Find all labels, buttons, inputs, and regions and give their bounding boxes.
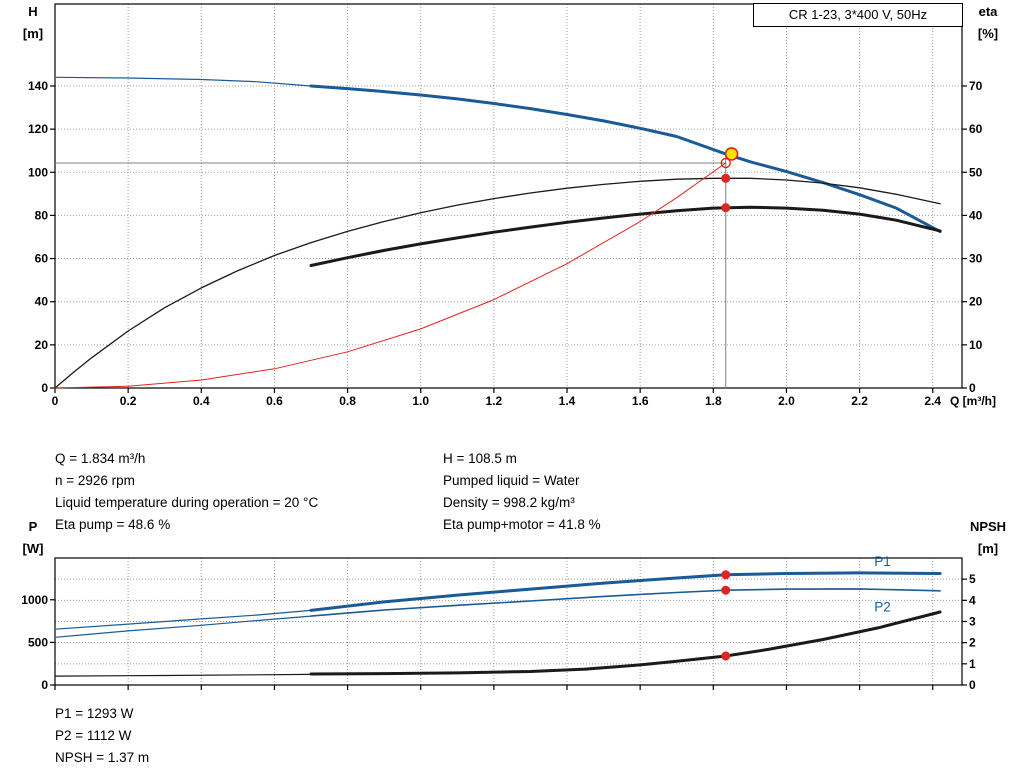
- axis-text: eta: [979, 4, 999, 19]
- axis-text: 60: [35, 252, 49, 266]
- axis-text: NPSH: [970, 519, 1006, 534]
- p2-curve: [310, 588, 941, 617]
- axis-text: 100: [28, 165, 48, 179]
- axis-text: 500: [28, 635, 48, 649]
- axis-text: 3: [969, 615, 976, 629]
- axis-text: 50: [969, 165, 983, 179]
- axis-text: 30: [969, 252, 983, 266]
- eta-pump-line: Eta pump = 48.6 %: [55, 517, 171, 532]
- plot-frame: [54, 3, 963, 389]
- p1-curve-extrapolated: [54, 609, 312, 630]
- p2-value-line: P2 = 1112 W: [55, 728, 132, 743]
- p1-curve-label: P1: [874, 554, 891, 569]
- axis-text: 2: [969, 636, 976, 650]
- axis-text: 2.4: [924, 394, 941, 408]
- hq-curve-extrapolated: [54, 76, 312, 87]
- head-flow-efficiency-chart: 0 0.2 0.4 0.6 0.8 1.0 1.2 1.4 1.6 1.8 2.0 2.2 2.4 0 20…: [23, 3, 999, 408]
- axis-text: 80: [35, 208, 49, 222]
- axis-text: 0: [52, 394, 59, 408]
- axis-text: 60: [969, 122, 983, 136]
- axis-text: 1.6: [632, 394, 649, 408]
- axis-text: Q [m³/h]: [950, 394, 996, 408]
- axis-text: 1.0: [412, 394, 429, 408]
- axis-text: [W]: [23, 541, 44, 556]
- p2-point: [721, 585, 731, 595]
- axis-text: 1000: [21, 593, 48, 607]
- axis-text: P: [29, 519, 38, 534]
- liquid-temp-line: Liquid temperature during operation = 20…: [55, 495, 319, 510]
- axis-text: 40: [969, 208, 983, 222]
- axis-text: 2.0: [778, 394, 795, 408]
- axis-text: 70: [969, 79, 983, 93]
- eta-pump-motor-point: [721, 203, 731, 213]
- speed-value-line: n = 2926 rpm: [55, 473, 135, 488]
- eta-pump-point: [721, 173, 731, 183]
- axis-text: 5: [969, 572, 976, 586]
- axis-text: 40: [35, 295, 49, 309]
- axis-text: 1.2: [486, 394, 503, 408]
- axis-text: 120: [28, 122, 48, 136]
- axis-text: 0: [41, 381, 48, 395]
- system-curve: [54, 162, 727, 389]
- axis-text: [m]: [23, 26, 43, 41]
- hq-curve: [309, 84, 942, 234]
- pump-model-title: CR 1-23, 3*400 V, 50Hz: [753, 3, 963, 27]
- axis-text: 0.8: [339, 394, 356, 408]
- operating-data-right: H = 108.5 m Pumped liquid = Water Densit…: [443, 448, 601, 536]
- npsh-value-line: NPSH = 1.37 m: [55, 750, 150, 765]
- axis-text: 0: [41, 678, 48, 692]
- axis-text: 0.2: [120, 394, 137, 408]
- head-value-line: H = 108.5 m: [443, 451, 517, 466]
- duty-point-requested: [720, 157, 731, 169]
- flow-value-line: Q = 1.834 m³/h: [55, 451, 146, 466]
- axis-text: 1.8: [705, 394, 722, 408]
- power-npsh-data: P1 = 1293 W P2 = 1112 W NPSH = 1.37 m: [55, 703, 149, 769]
- density-line: Density = 998.2 kg/m³: [443, 495, 575, 510]
- axis-text: [m]: [978, 541, 998, 556]
- eta-pump-motor-curve: [309, 205, 942, 267]
- power-npsh-chart: 0 500 1000 0 1 2 3 4 5 P [W] NPSH [m] P1 P2: [21, 519, 1006, 692]
- operating-data-left: Q = 1.834 m³/h n = 2926 rpm Liquid tempe…: [55, 448, 318, 536]
- p1-point: [721, 570, 731, 580]
- axis-text: 1.4: [559, 394, 576, 408]
- axis-text: 20: [35, 338, 49, 352]
- axis-text: 140: [28, 79, 48, 93]
- p2-curve-extrapolated: [54, 615, 312, 638]
- axis-text: H: [28, 4, 37, 19]
- npsh-point: [721, 651, 731, 661]
- axis-text: 1: [969, 657, 976, 671]
- eta-pump-curve: [54, 177, 941, 389]
- p2-curve-label: P2: [874, 600, 891, 615]
- axis-text: 20: [969, 295, 983, 309]
- axis-text: 0: [969, 678, 976, 692]
- axis-text: 0: [969, 381, 976, 395]
- axis-text: [%]: [978, 26, 998, 41]
- p1-value-line: P1 = 1293 W: [55, 706, 134, 721]
- npsh-curve: [309, 610, 942, 676]
- eta-pump-motor-line: Eta pump+motor = 41.8 %: [443, 517, 601, 532]
- pumped-liquid-line: Pumped liquid = Water: [443, 473, 580, 488]
- axis-text: 10: [969, 338, 983, 352]
- npsh-curve-extrapolated: [54, 673, 312, 677]
- axis-text: 4: [969, 593, 976, 607]
- axis-text: 0.6: [266, 394, 283, 408]
- axis-text: 2.2: [851, 394, 868, 408]
- p1-curve: [309, 571, 942, 612]
- axis-text: 0.4: [193, 394, 210, 408]
- duty-point-actual[interactable]: [724, 147, 739, 161]
